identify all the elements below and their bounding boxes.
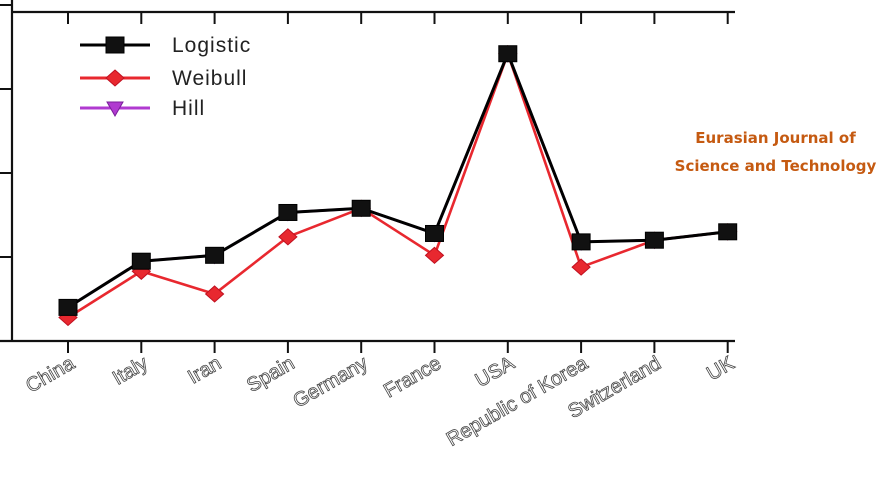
x-tick-label: Iran <box>184 352 225 388</box>
x-tick-label: USA <box>472 352 519 392</box>
logistic-point <box>58 298 78 316</box>
x-tick-label: France <box>380 352 445 402</box>
logistic-point <box>498 45 518 63</box>
weibull-point <box>105 69 125 87</box>
logistic-point <box>131 252 151 270</box>
x-tick-label: Spain <box>243 352 298 397</box>
series-logistic <box>58 45 738 316</box>
logistic-point <box>718 223 738 241</box>
weibull-point <box>571 258 591 276</box>
legend-item-logistic: Logistic <box>80 34 251 57</box>
series-hill <box>59 47 737 317</box>
hill-point <box>106 101 124 118</box>
weibull-point <box>204 285 225 303</box>
x-tick-label: Italy <box>109 352 152 389</box>
watermark-line-1: Eurasian Journal of <box>695 129 856 147</box>
weibull-point <box>278 228 298 246</box>
legend-item-weibull: Weibull <box>80 67 247 90</box>
legend-item-hill: Hill <box>80 97 205 120</box>
x-tick-label: Germany <box>289 352 371 412</box>
logistic-point <box>425 224 444 242</box>
weibull-line <box>67 52 728 319</box>
series-weibull <box>58 45 738 327</box>
hill-line <box>67 52 728 309</box>
logistic-point <box>278 203 298 221</box>
watermark-line-2: Science and Technology <box>674 157 877 175</box>
logistic-point <box>571 233 591 251</box>
series-layer <box>58 45 738 327</box>
legend-label: Weibull <box>172 67 247 90</box>
weibull-point <box>424 246 445 264</box>
axes <box>0 0 735 353</box>
x-tick-label: China <box>22 352 79 398</box>
logistic-point <box>644 231 664 249</box>
logistic-point <box>205 246 225 264</box>
legend-label: Logistic <box>172 34 251 57</box>
logistic-point <box>351 199 371 217</box>
logistic-point <box>105 36 125 54</box>
legend-label: Hill <box>172 97 205 120</box>
legend: Logistic Weibull Hill <box>80 34 251 120</box>
journal-watermark: Eurasian Journal of Science and Technolo… <box>662 124 889 180</box>
x-tick-label: UK <box>703 352 739 385</box>
logistic-line <box>67 52 728 309</box>
